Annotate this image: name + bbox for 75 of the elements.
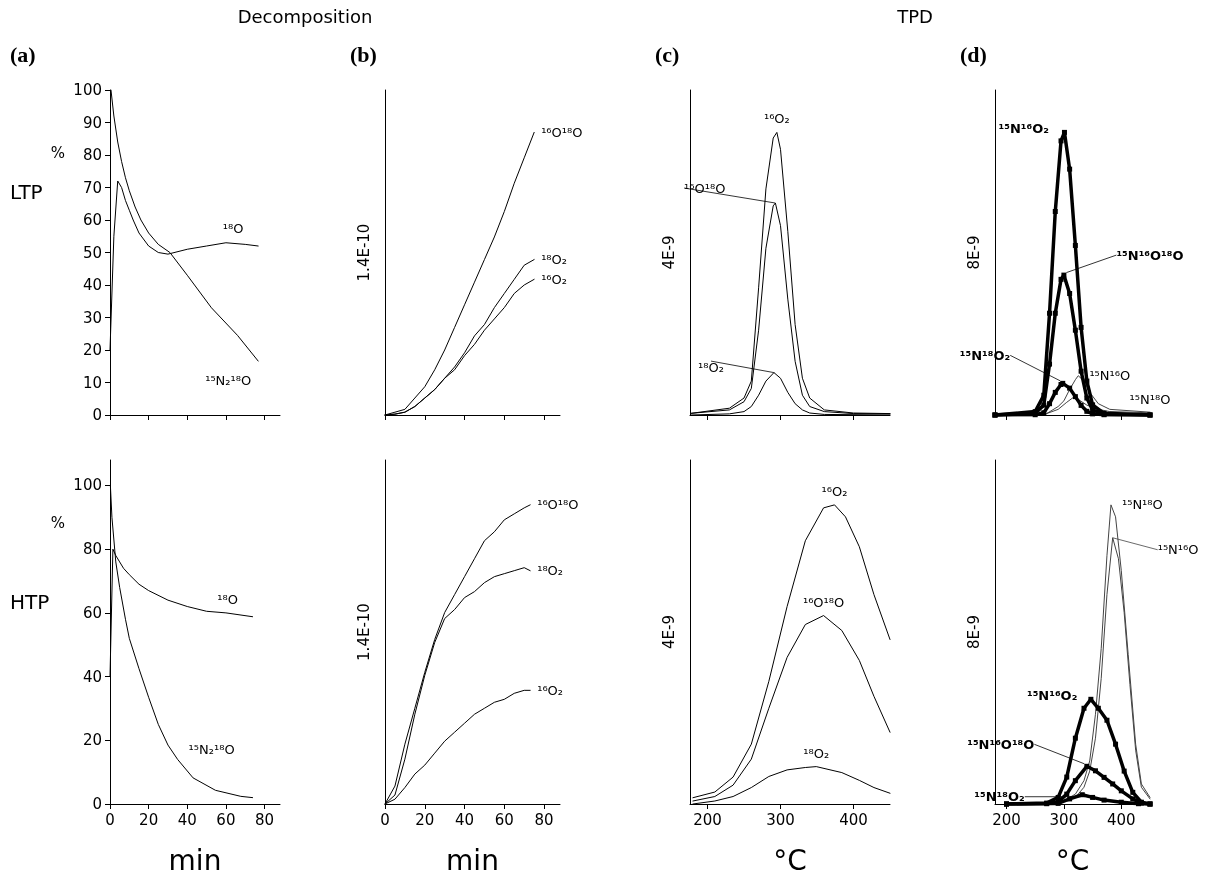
- x-tick-label: 60: [494, 810, 514, 829]
- y-tick-label: 40: [82, 276, 102, 294]
- series-label: ¹⁵N¹⁸O: [1129, 391, 1171, 407]
- x-tick-label: 200: [693, 810, 722, 829]
- y-axis-title: 1.4E-10: [354, 223, 373, 282]
- y-tick-label: 90: [82, 113, 102, 132]
- text: TPD: [897, 6, 933, 27]
- y-tick-label: 0: [92, 795, 102, 813]
- text: LTP: [10, 180, 43, 204]
- text: ¹⁸O₂: [698, 360, 724, 376]
- series-label: ¹⁵N¹⁸O: [1121, 497, 1163, 513]
- y-tick-label: 20: [82, 341, 102, 359]
- y-tick-label: 80: [82, 540, 102, 559]
- x-axis-title: °C: [773, 843, 807, 877]
- x-tick-label: 200: [992, 810, 1021, 829]
- series-label: ¹⁶O¹⁸O: [802, 594, 845, 610]
- x-tick-label: 80: [534, 810, 554, 829]
- y-axis-title: %: [50, 513, 65, 532]
- y-axis-title: 4E-9: [659, 615, 678, 649]
- legend-label: ¹⁵N¹⁶O: [1157, 542, 1199, 558]
- y-tick-label: 60: [82, 211, 102, 229]
- series-label: ¹⁶O¹⁸O: [541, 124, 583, 140]
- x-tick-label: 20: [415, 810, 435, 829]
- chart-title: (a): [10, 41, 36, 67]
- y-tick-label: 0: [92, 406, 102, 424]
- y-axis-title: 8E-9: [964, 235, 983, 270]
- x-axis-title: min: [446, 843, 499, 877]
- x-tick-label: 80: [255, 810, 275, 829]
- series-label: ¹⁸O: [217, 591, 238, 607]
- y-tick-label: 70: [82, 178, 102, 197]
- series-label: ¹⁵N¹⁶O₂: [998, 120, 1049, 136]
- series-label: ¹⁸O₂: [541, 252, 568, 268]
- x-tick-label: 20: [139, 810, 159, 829]
- series-label: ¹⁸O₂: [537, 563, 564, 579]
- y-tick-label: 30: [82, 308, 102, 327]
- series-label: ¹⁸O₂: [803, 745, 830, 761]
- y-tick-label: 20: [82, 731, 102, 750]
- y-tick-label: 100: [73, 81, 102, 99]
- y-tick-label: 100: [73, 476, 102, 495]
- series-label: ¹⁵N₂¹⁸O: [205, 373, 252, 389]
- series-label: ¹⁶O¹⁸O: [537, 497, 579, 513]
- text: Decomposition: [237, 6, 373, 27]
- series-label: ¹⁶O₂: [541, 271, 568, 287]
- x-tick-label: 60: [216, 810, 236, 829]
- y-tick-label: 10: [82, 373, 102, 392]
- legend-label: ¹⁵N¹⁶O¹⁸O: [1116, 247, 1184, 263]
- y-axis-title: 1.4E-10: [354, 603, 373, 661]
- y-axis-title: 8E-9: [964, 615, 983, 649]
- x-tick-label: 400: [839, 810, 868, 829]
- y-tick-label: 80: [82, 146, 102, 164]
- y-tick-label: 60: [82, 603, 102, 622]
- y-axis-title: %: [50, 143, 65, 162]
- series-label: ¹⁶O₂: [537, 682, 564, 698]
- x-axis-title: °C: [1055, 843, 1090, 877]
- series-label: ¹⁶O₂: [763, 111, 790, 127]
- text: HTP: [10, 590, 50, 614]
- series-label: ¹⁵N¹⁶O: [1089, 368, 1131, 384]
- x-tick-label: 40: [455, 810, 475, 829]
- series-label: ¹⁶O₂: [821, 483, 848, 499]
- chart-title: (c): [655, 41, 680, 67]
- chart-title: (d): [960, 41, 987, 67]
- x-tick-label: 0: [105, 810, 115, 829]
- series-label: ¹⁵N¹⁶O₂: [1026, 687, 1078, 703]
- y-tick-label: 50: [82, 243, 102, 262]
- x-tick-label: 0: [380, 810, 390, 829]
- x-axis-title: min: [168, 843, 222, 877]
- series-label: ¹⁸O: [222, 221, 244, 236]
- chart-title: (b): [350, 41, 377, 67]
- x-tick-label: 40: [177, 810, 197, 829]
- x-tick-label: 300: [1049, 810, 1079, 829]
- x-tick-label: 400: [1106, 810, 1136, 829]
- x-tick-label: 300: [766, 810, 795, 829]
- series-label: ¹⁵N₂¹⁸O: [188, 741, 235, 757]
- y-axis-title: 4E-9: [659, 235, 678, 270]
- y-tick-label: 40: [82, 667, 102, 686]
